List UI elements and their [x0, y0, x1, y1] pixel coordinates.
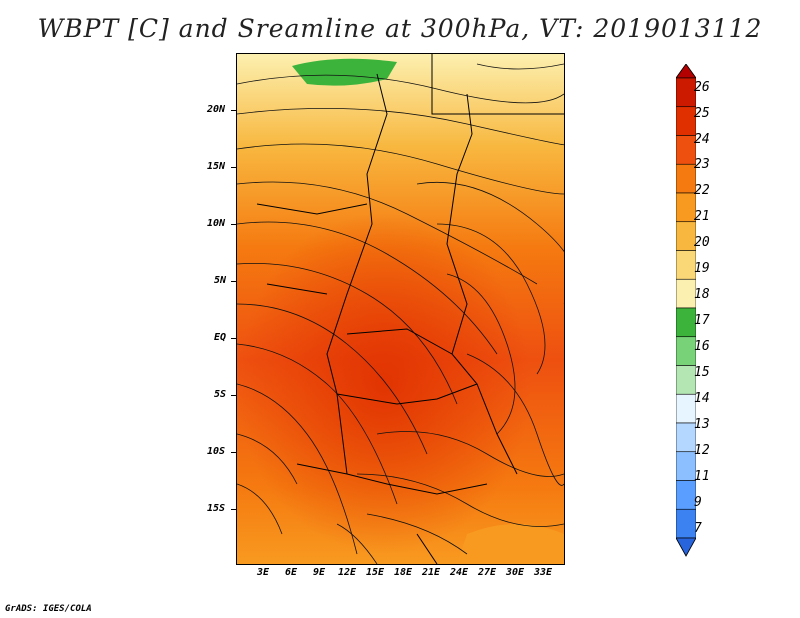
cool-region	[292, 58, 397, 86]
lat-label-20n: 20N	[207, 104, 226, 115]
colorbar-label-23: 23	[694, 157, 710, 172]
lat-tick	[231, 110, 236, 111]
lat-label-15n: 15N	[207, 161, 226, 172]
lat-label-10n: 10N	[207, 218, 226, 229]
colorbar-swatch	[676, 451, 696, 481]
lon-label-27e: 27E	[478, 567, 497, 578]
streamlines	[237, 63, 564, 564]
lat-tick	[231, 338, 236, 339]
colorbar-label-22: 22	[694, 183, 710, 198]
colorbar-label-9: 9	[694, 495, 702, 510]
lon-label-30e: 30E	[506, 567, 525, 578]
colorbar-swatch	[676, 508, 696, 539]
lon-label-12e: 12E	[338, 567, 357, 578]
colorbar-label-18: 18	[694, 287, 710, 302]
credit-text: GrADS: IGES/COLA	[5, 604, 92, 614]
chart-title: WBPT [C] and Sreamline at 300hPa, VT: 20…	[37, 14, 763, 43]
lat-tick	[231, 224, 236, 225]
lat-tick	[231, 509, 236, 510]
colorbar-swatch	[676, 336, 696, 366]
lon-label-9e: 9E	[313, 567, 326, 578]
lat-label-10s: 10S	[207, 446, 226, 457]
colorbar-swatch	[676, 192, 696, 223]
colorbar-swatch	[676, 221, 696, 251]
lat-tick	[231, 167, 236, 168]
lon-label-6e: 6E	[285, 567, 298, 578]
colorbar-label-16: 16	[694, 339, 710, 354]
lat-label-eq: EQ	[214, 332, 227, 343]
lat-label-15s: 15S	[207, 503, 226, 514]
colorbar-label-24: 24	[694, 132, 710, 147]
colorbar-swatch	[676, 422, 696, 453]
colorbar-swatch	[676, 163, 696, 194]
colorbar-swatch	[676, 135, 696, 165]
colorbar-bottom-arrow	[676, 537, 696, 557]
colorbar-label-14: 14	[694, 391, 710, 406]
map-panel	[236, 53, 565, 565]
lat-tick	[231, 395, 236, 396]
colorbar-swatch	[676, 307, 696, 338]
lat-label-5s: 5S	[214, 389, 227, 400]
colorbar-swatch	[676, 393, 696, 424]
colorbar-label-13: 13	[694, 417, 710, 432]
lon-label-21e: 21E	[422, 567, 441, 578]
colorbar-label-21: 21	[694, 209, 710, 224]
lon-label-15e: 15E	[366, 567, 385, 578]
colorbar-swatch	[676, 278, 696, 309]
colorbar	[676, 64, 696, 557]
colorbar-label-15: 15	[694, 365, 710, 380]
colorbar-label-12: 12	[694, 443, 710, 458]
colorbar-swatch	[676, 480, 696, 510]
country-borders	[256, 54, 564, 564]
colorbar-label-25: 25	[694, 106, 710, 121]
colorbar-label-7: 7	[694, 521, 702, 536]
colorbar-top-arrow	[676, 64, 696, 79]
colorbar-label-20: 20	[694, 235, 710, 250]
lon-label-24e: 24E	[450, 567, 469, 578]
colorbar-swatch	[676, 106, 696, 136]
colorbar-label-17: 17	[694, 313, 710, 328]
lon-label-18e: 18E	[394, 567, 413, 578]
lat-tick	[231, 452, 236, 453]
colorbar-label-26: 26	[694, 80, 710, 95]
lon-label-3e: 3E	[257, 567, 270, 578]
lat-label-5n: 5N	[214, 275, 227, 286]
lat-tick	[231, 281, 236, 282]
lon-label-33e: 33E	[534, 567, 553, 578]
warm-core	[237, 174, 564, 554]
colorbar-swatch	[676, 365, 696, 395]
colorbar-label-19: 19	[694, 261, 710, 276]
southeast-region	[457, 524, 564, 564]
colorbar-label-11: 11	[694, 469, 710, 484]
colorbar-swatch	[676, 250, 696, 280]
colorbar-swatch	[676, 77, 696, 108]
wbpt-field	[237, 54, 564, 564]
